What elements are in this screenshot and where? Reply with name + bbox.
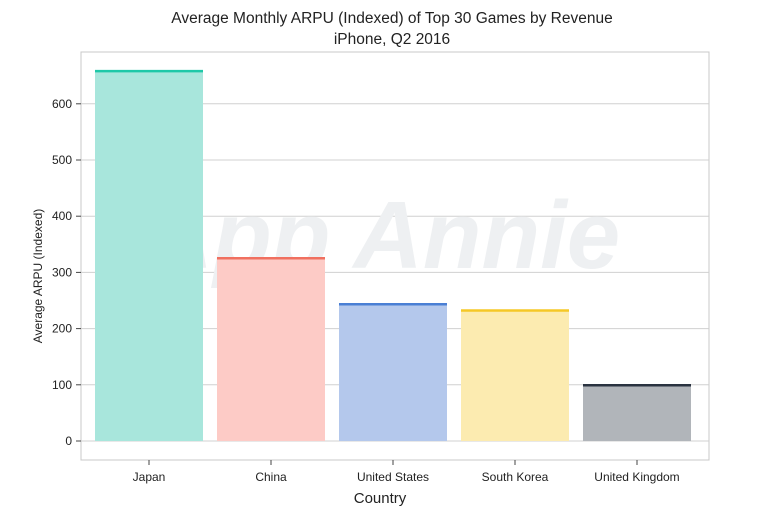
watermark: App Annie: [142, 182, 620, 289]
y-tick-label: 100: [52, 378, 72, 392]
bar-united-kingdom: [583, 384, 691, 441]
x-tick-label: South Korea: [482, 470, 549, 484]
x-tick-label: United States: [357, 470, 429, 484]
bar-china: [217, 257, 325, 441]
x-axis-title: Country: [354, 490, 407, 507]
chart-title-line-2: iPhone, Q2 2016: [334, 31, 450, 48]
plot-frame: [80, 51, 710, 461]
y-tick-label: 500: [52, 153, 72, 167]
y-tick-label: 400: [52, 209, 72, 223]
y-axis-title: Average ARPU (Indexed): [31, 209, 45, 344]
x-tick-label: Japan: [133, 470, 166, 484]
bar-south-korea: [461, 309, 569, 441]
x-tick-label: United Kingdom: [594, 470, 679, 484]
y-tick-label: 200: [52, 322, 72, 336]
bars: [95, 69, 691, 441]
y-tick-label: 300: [52, 265, 72, 279]
x-axis-ticks: Japan China United States South Korea United…: [133, 460, 680, 484]
chart-title: Average Monthly ARPU (Indexed) of Top 30…: [171, 10, 612, 48]
bar-japan: [95, 70, 203, 441]
y-tick-label: 0: [65, 434, 72, 448]
bar-united-states: [339, 303, 447, 441]
y-tick-label: 600: [52, 97, 72, 111]
chart-title-line-1: Average Monthly ARPU (Indexed) of Top 30…: [171, 10, 612, 27]
y-axis-ticks: 0 100 200 300 400 500 600: [52, 97, 81, 448]
x-tick-label: China: [255, 470, 287, 484]
